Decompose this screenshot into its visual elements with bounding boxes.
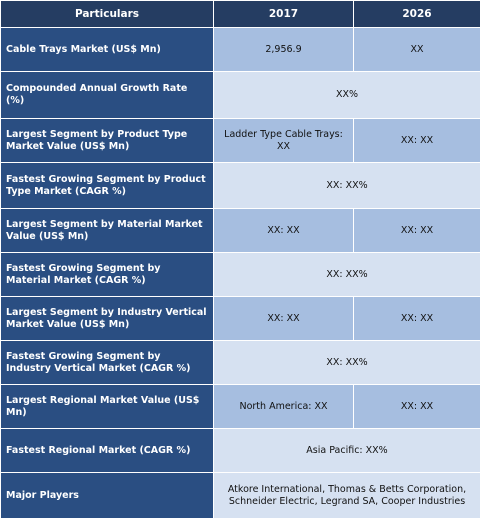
value-2017: North America: XX xyxy=(213,384,354,429)
value-2026: XX: XX xyxy=(353,296,480,341)
table-row: Major Players Atkore International, Thom… xyxy=(0,472,480,519)
value-merged: XX: XX% xyxy=(213,162,480,209)
header-2017: 2017 xyxy=(213,0,354,28)
table-row: Fastest Growing Segment by Industry Vert… xyxy=(0,340,480,385)
value-merged: Asia Pacific: XX% xyxy=(213,428,480,473)
row-label: Largest Segment by Product Type Market V… xyxy=(0,118,214,163)
header-2026: 2026 xyxy=(353,0,480,28)
value-2026: XX: XX xyxy=(353,384,480,429)
row-label: Compounded Annual Growth Rate (%) xyxy=(0,71,214,119)
value-merged: Atkore International, Thomas & Betts Cor… xyxy=(213,472,480,519)
table-row: Fastest Growing Segment by Product Type … xyxy=(0,162,480,209)
row-label: Fastest Growing Segment by Industry Vert… xyxy=(0,340,214,385)
value-2017: Ladder Type Cable Trays: XX xyxy=(213,118,354,163)
table-row: Cable Trays Market (US$ Mn) 2,956.9 XX xyxy=(0,27,480,72)
table-row: Compounded Annual Growth Rate (%) XX% xyxy=(0,71,480,119)
row-label: Fastest Growing Segment by Material Mark… xyxy=(0,252,214,297)
value-2026: XX: XX xyxy=(353,208,480,253)
value-2026: XX xyxy=(353,27,480,72)
row-label: Cable Trays Market (US$ Mn) xyxy=(0,27,214,72)
row-label: Major Players xyxy=(0,472,214,519)
value-merged: XX% xyxy=(213,71,480,119)
row-label: Largest Segment by Material Market Value… xyxy=(0,208,214,253)
value-2026: XX: XX xyxy=(353,118,480,163)
table-row: Fastest Regional Market (CAGR %) Asia Pa… xyxy=(0,428,480,473)
header-particulars: Particulars xyxy=(0,0,214,28)
value-merged: XX: XX% xyxy=(213,340,480,385)
table-header-row: Particulars 2017 2026 xyxy=(0,0,480,28)
row-label: Largest Regional Market Value (US$ Mn) xyxy=(0,384,214,429)
row-label: Largest Segment by Industry Vertical Mar… xyxy=(0,296,214,341)
row-label: Fastest Regional Market (CAGR %) xyxy=(0,428,214,473)
table-row: Largest Segment by Material Market Value… xyxy=(0,208,480,253)
row-label: Fastest Growing Segment by Product Type … xyxy=(0,162,214,209)
table-row: Largest Segment by Product Type Market V… xyxy=(0,118,480,163)
table-row: Largest Regional Market Value (US$ Mn) N… xyxy=(0,384,480,429)
table-row: Largest Segment by Industry Vertical Mar… xyxy=(0,296,480,341)
value-merged: XX: XX% xyxy=(213,252,480,297)
value-2017: XX: XX xyxy=(213,296,354,341)
table-row: Fastest Growing Segment by Material Mark… xyxy=(0,252,480,297)
value-2017: XX: XX xyxy=(213,208,354,253)
value-2017: 2,956.9 xyxy=(213,27,354,72)
